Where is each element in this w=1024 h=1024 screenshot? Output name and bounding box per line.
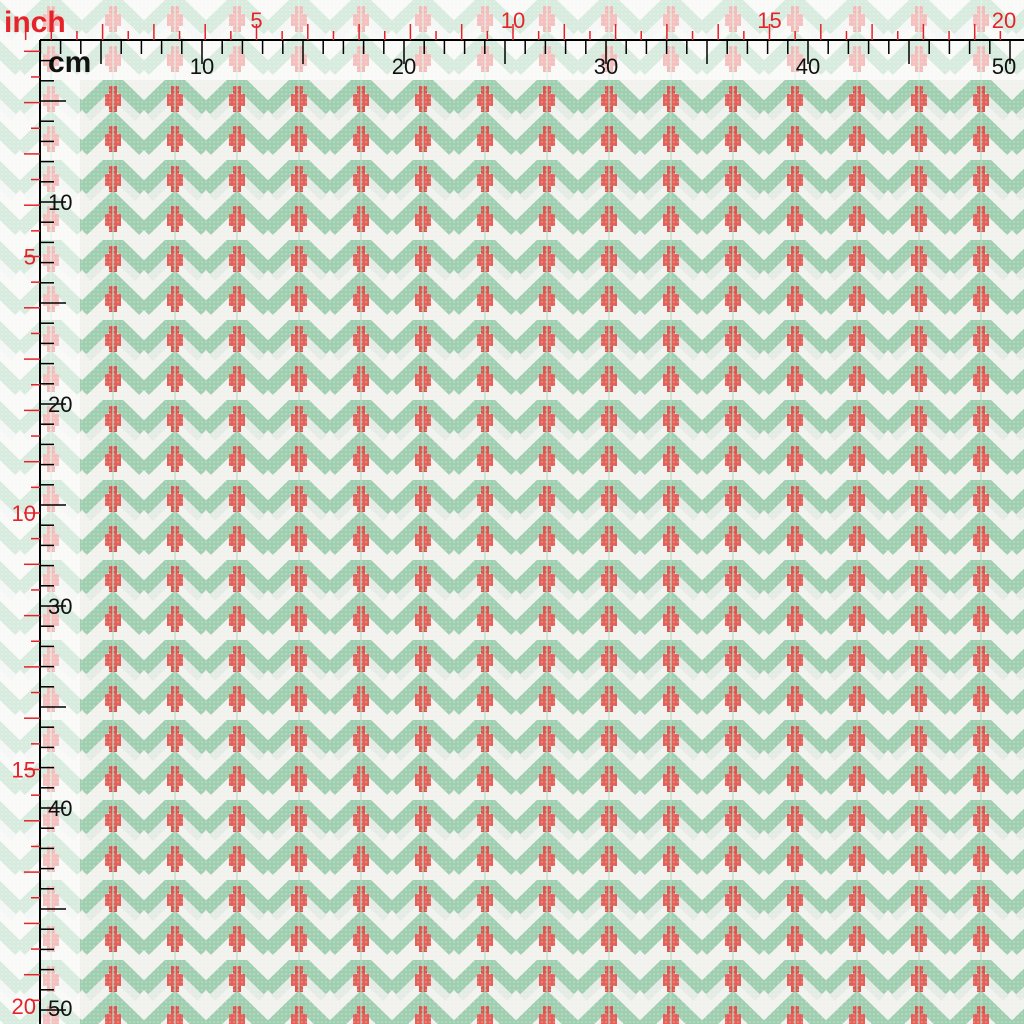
cm-label: 10 — [190, 54, 214, 79]
cm-label: 10 — [48, 190, 72, 215]
cm-label: 40 — [48, 796, 72, 821]
left-ruler-band — [0, 40, 40, 1024]
cm-left-band — [40, 80, 80, 1024]
cm-label: 50 — [992, 54, 1016, 79]
inch-label: 20 — [12, 994, 36, 1019]
inch-label: 15 — [757, 8, 781, 33]
inch-label: 5 — [24, 245, 36, 270]
cm-label: 20 — [392, 54, 416, 79]
cm-unit: cm — [48, 46, 91, 79]
cm-ruler-band — [40, 40, 1024, 80]
cm-label: 30 — [48, 594, 72, 619]
inch-label: 10 — [12, 501, 36, 526]
inch-unit: inch — [4, 6, 66, 39]
top-ruler-band — [0, 0, 1024, 40]
cm-label: 30 — [594, 54, 618, 79]
inch-label: 10 — [501, 8, 525, 33]
cm-label: 50 — [48, 996, 72, 1021]
inch-label: 5 — [250, 8, 262, 33]
inch-label: 15 — [12, 758, 36, 783]
inch-label: 20 — [992, 8, 1016, 33]
cm-label: 40 — [796, 54, 820, 79]
cm-label: 20 — [48, 392, 72, 417]
